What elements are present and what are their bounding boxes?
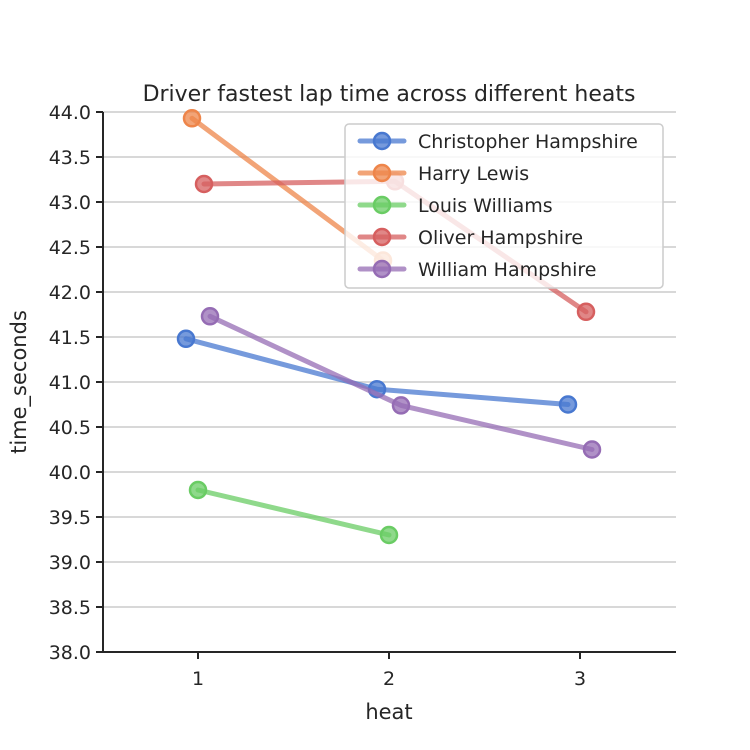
y-tick-label: 38.5 xyxy=(49,597,91,619)
y-tick-label: 40.5 xyxy=(49,417,91,439)
legend-label: Louis Williams xyxy=(418,195,553,217)
y-tick-label: 38.0 xyxy=(49,642,91,664)
series-line xyxy=(195,487,392,538)
y-tick-label: 39.0 xyxy=(49,552,91,574)
legend-label: Oliver Hampshire xyxy=(418,227,583,249)
x-tick-label: 2 xyxy=(383,668,395,690)
series-louis-williams xyxy=(188,480,399,545)
data-point xyxy=(582,440,602,459)
series-christopher-hampshire xyxy=(176,329,578,414)
legend-marker xyxy=(372,195,392,215)
data-point xyxy=(176,329,196,349)
x-tick-label: 1 xyxy=(192,668,204,690)
y-ticks: 38.0 38.5 39.0 39.5 40.0 40.5 41.0 41.5 42.0 42.5… xyxy=(49,102,103,664)
legend: Christopher Hampshire Harry Lewis Louis Wi… xyxy=(344,123,664,289)
y-tick-label: 42.0 xyxy=(49,282,91,304)
x-axis-label: heat xyxy=(365,700,412,724)
y-tick-label: 43.5 xyxy=(49,147,91,169)
legend-item: Oliver Hampshire xyxy=(357,227,583,249)
chart-title: Driver fastest lap time across different… xyxy=(143,82,636,107)
legend-item: Louis Williams xyxy=(357,195,553,217)
y-tick-label: 41.0 xyxy=(49,372,91,394)
series-william-hampshire xyxy=(200,307,602,459)
data-point xyxy=(391,396,411,415)
legend-item: Christopher Hampshire xyxy=(357,131,638,153)
data-point xyxy=(576,302,596,322)
data-point xyxy=(200,307,220,326)
legend-box xyxy=(344,123,664,289)
y-tick-label: 43.0 xyxy=(49,192,91,214)
y-axis-label: time_seconds xyxy=(7,310,32,454)
x-tick-label: 3 xyxy=(574,668,586,690)
x-ticks: 1 2 3 xyxy=(192,652,586,690)
data-point xyxy=(558,395,578,414)
data-point xyxy=(188,480,208,500)
legend-label: Christopher Hampshire xyxy=(418,131,638,153)
legend-label: William Hampshire xyxy=(418,259,596,281)
y-tick-label: 42.5 xyxy=(49,237,91,259)
legend-item: Harry Lewis xyxy=(357,163,529,185)
data-point xyxy=(194,174,214,194)
legend-marker xyxy=(372,163,392,183)
data-point xyxy=(182,109,202,128)
y-tick-label: 40.0 xyxy=(49,462,91,484)
y-tick-label: 41.5 xyxy=(49,327,91,349)
legend-label: Harry Lewis xyxy=(418,163,529,185)
y-tick-label: 39.5 xyxy=(49,507,91,529)
legend-item: William Hampshire xyxy=(357,259,596,281)
data-point xyxy=(379,525,399,545)
legend-marker xyxy=(372,259,392,279)
legend-marker xyxy=(372,227,392,247)
legend-marker xyxy=(372,131,392,151)
y-tick-label: 44.0 xyxy=(49,102,91,124)
